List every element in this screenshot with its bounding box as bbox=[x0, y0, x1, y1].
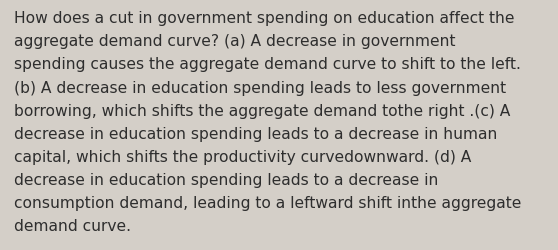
Text: demand curve.: demand curve. bbox=[14, 218, 131, 233]
Text: aggregate demand curve? (a) A decrease in government: aggregate demand curve? (a) A decrease i… bbox=[14, 34, 455, 49]
Text: capital, which shifts the productivity curvedownward. (d) A: capital, which shifts the productivity c… bbox=[14, 149, 472, 164]
Text: (b) A decrease in education spending leads to less government: (b) A decrease in education spending lea… bbox=[14, 80, 506, 95]
Text: decrease in education spending leads to a decrease in: decrease in education spending leads to … bbox=[14, 172, 439, 187]
Text: borrowing, which shifts the aggregate demand tothe right .(c) A: borrowing, which shifts the aggregate de… bbox=[14, 103, 511, 118]
Text: spending causes the aggregate demand curve to shift to the left.: spending causes the aggregate demand cur… bbox=[14, 57, 521, 72]
Text: consumption demand, leading to a leftward shift inthe aggregate: consumption demand, leading to a leftwar… bbox=[14, 195, 521, 210]
Text: decrease in education spending leads to a decrease in human: decrease in education spending leads to … bbox=[14, 126, 497, 141]
Text: How does a cut in government spending on education affect the: How does a cut in government spending on… bbox=[14, 11, 514, 26]
